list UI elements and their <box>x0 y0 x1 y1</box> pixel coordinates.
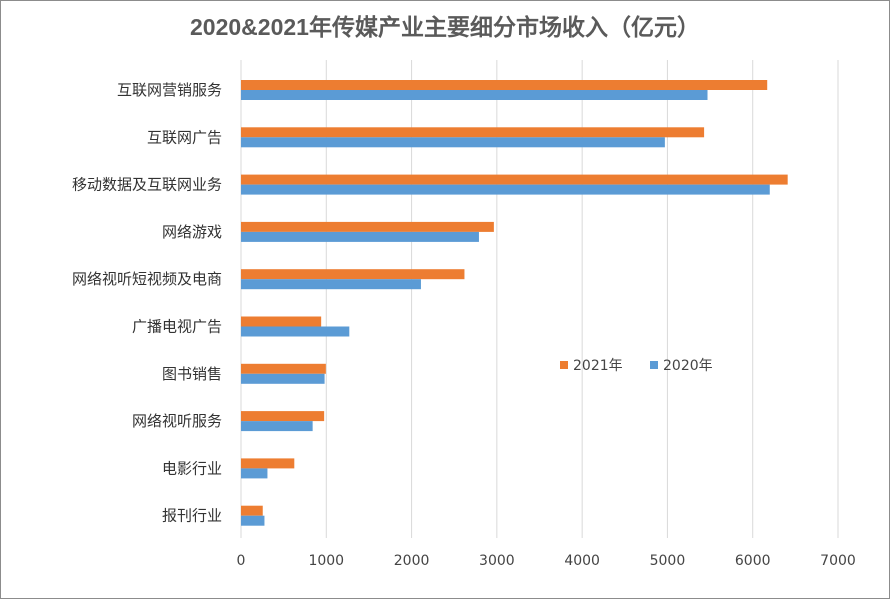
bar-2021 <box>241 269 465 280</box>
category-label: 报刊行业 <box>162 507 222 525</box>
bar-2021 <box>241 505 263 516</box>
bar-2021 <box>241 363 326 374</box>
legend-label: 2020年 <box>663 358 713 374</box>
category-label: 图书销售 <box>162 365 222 383</box>
bar-2020 <box>241 468 268 479</box>
legend-swatch <box>560 361 568 369</box>
x-tick-label: 4000 <box>564 553 600 569</box>
category-label: 互联网广告 <box>147 128 222 146</box>
category-label: 网络视听短视频及电商 <box>72 270 222 288</box>
x-tick-label: 1000 <box>308 553 344 569</box>
chart-title: 2020&2021年传媒产业主要细分市场收入（亿元） <box>190 14 700 40</box>
bar-2021 <box>241 221 494 232</box>
bar-2020 <box>241 137 665 148</box>
category-label: 移动数据及互联网业务 <box>72 176 222 194</box>
bar-2020 <box>241 90 708 100</box>
bar-2020 <box>241 231 479 242</box>
category-label: 网络视听服务 <box>132 412 222 430</box>
category-label: 互联网营销服务 <box>117 81 222 99</box>
bar-2020 <box>241 184 770 195</box>
legend-swatch <box>650 361 658 369</box>
bar-2021 <box>241 316 322 327</box>
x-tick-label: 2000 <box>394 553 430 569</box>
bar-2021 <box>241 127 705 138</box>
bar-2020 <box>241 421 313 432</box>
bar-2021 <box>241 174 788 185</box>
bar-2020 <box>241 326 350 337</box>
legend-label: 2021年 <box>573 358 623 374</box>
bar-2021 <box>241 80 768 90</box>
bar-2020 <box>241 279 421 290</box>
category-label: 网络游戏 <box>162 223 222 241</box>
category-label: 广播电视广告 <box>132 318 222 336</box>
bar-2021 <box>241 411 325 422</box>
bar-2021 <box>241 458 295 469</box>
x-tick-label: 6000 <box>735 553 771 569</box>
bar-2020 <box>241 373 325 384</box>
bar-2020 <box>241 515 265 526</box>
x-tick-label: 7000 <box>820 553 856 569</box>
category-label: 电影行业 <box>162 459 222 477</box>
x-tick-label: 3000 <box>479 553 515 569</box>
x-tick-label: 5000 <box>650 553 686 569</box>
x-tick-label: 0 <box>237 553 246 569</box>
